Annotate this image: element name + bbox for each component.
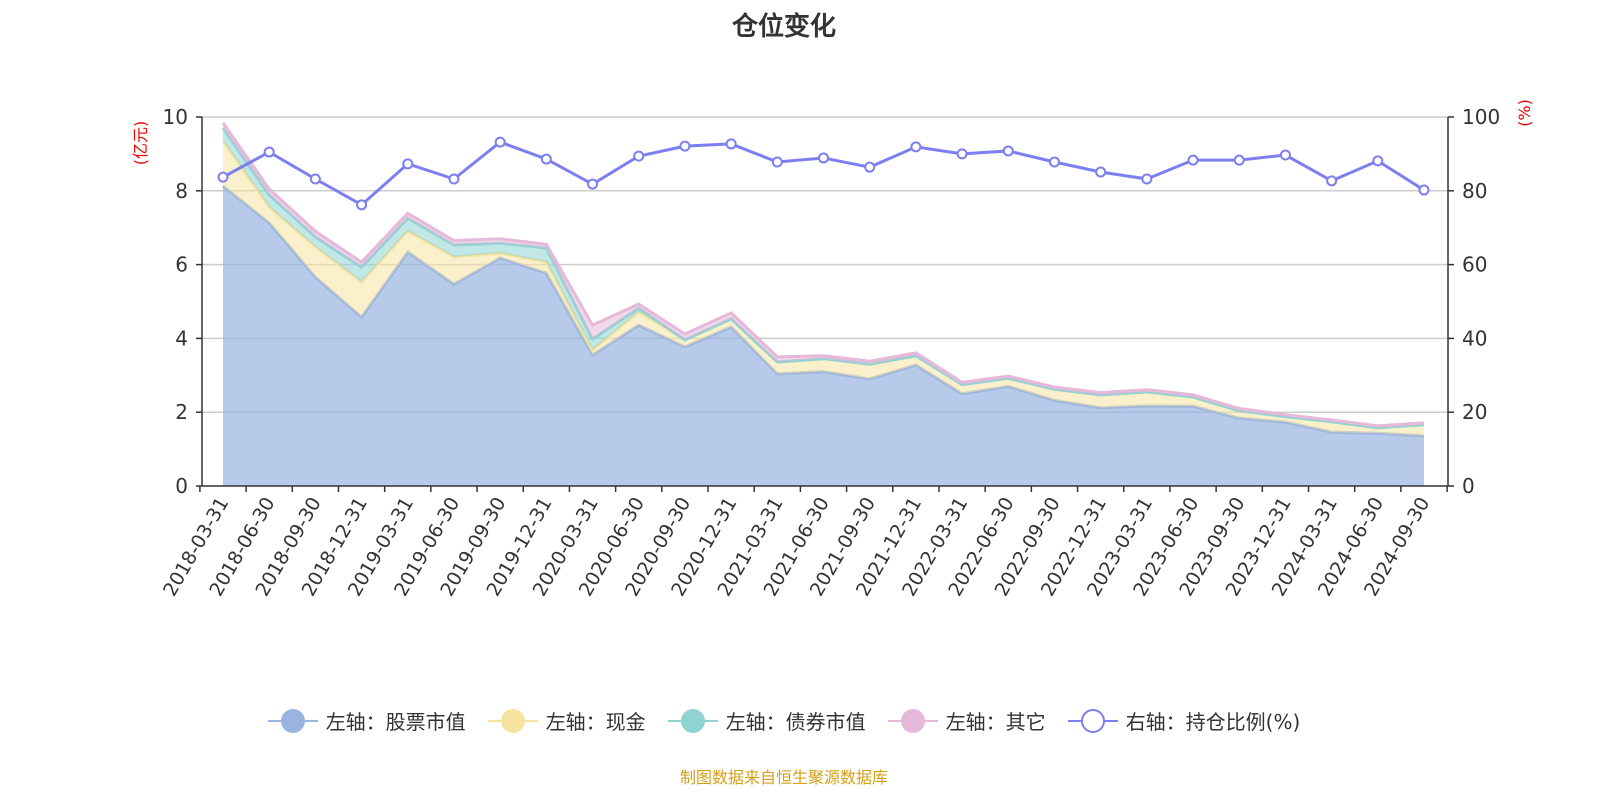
ratio-point: [633, 150, 645, 162]
legend-marker-icon: [487, 708, 538, 733]
legend-label: 左轴：现金: [545, 710, 646, 734]
data-source-note: 制图数据来自恒生聚源数据库: [679, 768, 888, 787]
ratio-point: [356, 199, 368, 211]
ratio-point: [1233, 154, 1245, 166]
ratio-point: [1187, 154, 1199, 166]
legend-label: 左轴：债券市值: [725, 710, 866, 734]
ratio-point: [309, 173, 321, 185]
ratio-point: [1048, 156, 1060, 168]
right-axis-tick-label: 40: [1462, 326, 1487, 350]
legend-item[interactable]: 左轴：股票市值: [267, 706, 466, 735]
ratio-point: [402, 158, 414, 170]
ratio-point: [540, 153, 552, 165]
legend-item[interactable]: 左轴：其它: [887, 706, 1046, 735]
area-line-3: [221, 122, 1425, 428]
right-axis-tick-label: 100: [1462, 105, 1500, 129]
ratio-point: [587, 178, 599, 190]
ratio-point: [1418, 184, 1430, 196]
ratio-point: [263, 146, 275, 158]
legend-marker-icon: [1067, 708, 1118, 733]
ratio-line: [222, 140, 1425, 207]
right-axis-label: (%): [1515, 99, 1534, 127]
ratio-point: [910, 141, 922, 153]
ratio-point: [1326, 175, 1338, 187]
chart-canvas: 0246810020406080100(亿元)(%)2018-03-312018…: [131, 99, 1534, 600]
right-axis-tick-label: 0: [1462, 474, 1475, 498]
ratio-point: [771, 156, 783, 168]
left-axis-tick-label: 6: [175, 253, 188, 277]
ratio-point: [217, 171, 229, 183]
chart-title: 仓位变化: [731, 12, 836, 42]
right-axis-tick-label: 20: [1462, 400, 1487, 424]
ratio-point: [1141, 173, 1153, 185]
legend-label: 左轴：股票市值: [325, 710, 466, 734]
ratio-point: [1095, 166, 1107, 178]
left-axis-tick-label: 0: [175, 474, 188, 498]
ratio-point: [1279, 149, 1291, 161]
ratio-point: [448, 173, 460, 185]
legend: 左轴：股票市值 左轴：现金 左轴：债券市值 左轴：其它 右轴：持仓比例(%): [0, 706, 1568, 735]
left-axis-tick-label: 10: [163, 105, 188, 129]
ratio-point: [1002, 145, 1014, 157]
left-axis-tick-label: 8: [175, 179, 188, 203]
legend-marker-icon: [667, 708, 718, 733]
left-axis-tick-label: 4: [175, 326, 188, 350]
legend-marker-icon: [887, 708, 938, 733]
right-axis-tick-label: 80: [1462, 179, 1487, 203]
legend-label: 左轴：其它: [945, 710, 1046, 734]
legend-item[interactable]: 左轴：债券市值: [667, 706, 866, 735]
left-axis-label: (亿元): [131, 121, 150, 166]
area-0: [223, 186, 1424, 487]
ratio-point: [818, 152, 829, 164]
left-axis-tick-label: 2: [175, 400, 188, 424]
ratio-point: [494, 136, 506, 148]
ratio-point: [956, 148, 968, 160]
ratio-point: [1372, 155, 1384, 167]
legend-marker-icon: [267, 708, 318, 733]
right-axis-tick-label: 60: [1462, 253, 1487, 277]
legend-item[interactable]: 左轴：现金: [487, 706, 646, 735]
ratio-point: [725, 138, 737, 150]
legend-label: 右轴：持仓比例(%): [1125, 710, 1301, 734]
legend-item[interactable]: 右轴：持仓比例(%): [1067, 706, 1301, 735]
ratio-point: [679, 140, 691, 152]
ratio-point: [864, 161, 876, 173]
